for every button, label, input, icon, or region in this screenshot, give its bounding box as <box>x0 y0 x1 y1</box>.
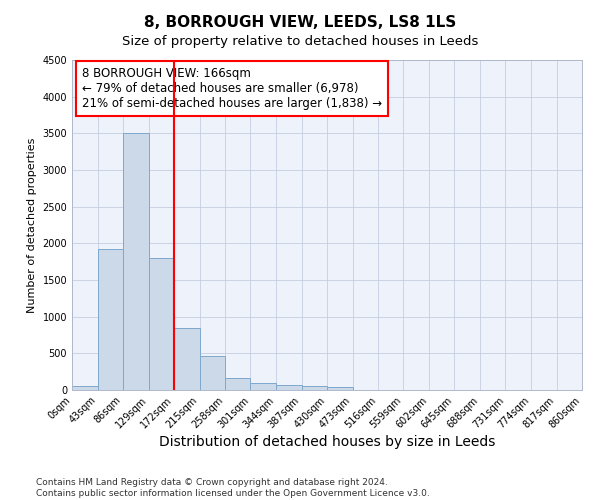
Bar <box>174 328 199 390</box>
Bar <box>225 378 251 390</box>
Bar <box>149 258 174 390</box>
Bar <box>251 382 276 390</box>
Y-axis label: Number of detached properties: Number of detached properties <box>27 138 37 312</box>
Bar <box>276 385 302 390</box>
Text: Size of property relative to detached houses in Leeds: Size of property relative to detached ho… <box>122 35 478 48</box>
Text: Contains HM Land Registry data © Crown copyright and database right 2024.
Contai: Contains HM Land Registry data © Crown c… <box>36 478 430 498</box>
Bar <box>199 356 225 390</box>
X-axis label: Distribution of detached houses by size in Leeds: Distribution of detached houses by size … <box>159 436 495 450</box>
Bar <box>72 386 97 390</box>
Bar <box>327 387 353 390</box>
Bar <box>97 249 123 390</box>
Bar <box>302 386 327 390</box>
Text: 8 BORROUGH VIEW: 166sqm
← 79% of detached houses are smaller (6,978)
21% of semi: 8 BORROUGH VIEW: 166sqm ← 79% of detache… <box>82 66 382 110</box>
Text: 8, BORROUGH VIEW, LEEDS, LS8 1LS: 8, BORROUGH VIEW, LEEDS, LS8 1LS <box>144 15 456 30</box>
Bar <box>123 134 149 390</box>
